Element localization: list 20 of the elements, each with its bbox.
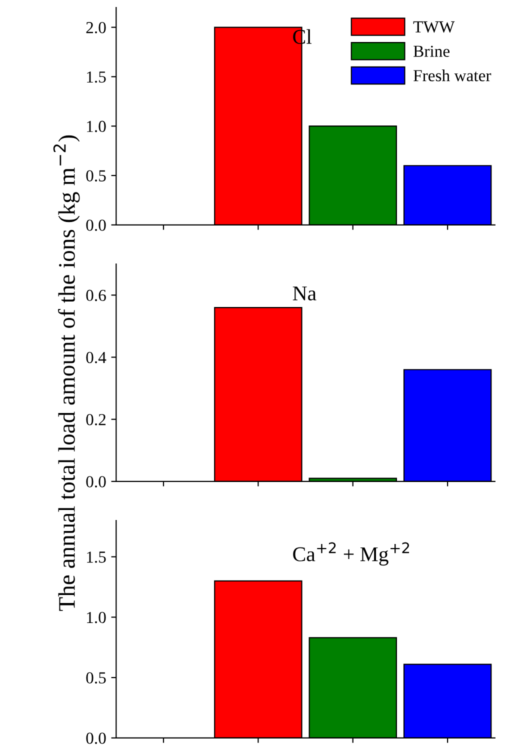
annotation: Na <box>292 286 316 300</box>
annotation: Cl <box>293 29 312 44</box>
y-tick-label: 0.6 <box>86 290 106 302</box>
y-tick-label: 1.0 <box>87 120 106 132</box>
y-axis-title: The annual total load amount of the ions (kg m$^{−2}$) <box>53 135 80 611</box>
y-tick-label: 0.4 <box>86 352 106 364</box>
legend-label: Fresh water <box>414 70 492 82</box>
legend-label: Brine <box>414 46 450 57</box>
y-tick-label: 0.5 <box>86 672 106 684</box>
y-tick-label: 0.2 <box>86 414 106 426</box>
legend-label: TWW <box>413 21 455 33</box>
y-tick-label: 2.0 <box>86 22 106 34</box>
y-tick-label: 0.0 <box>86 732 106 744</box>
y-tick-label: 0.5 <box>86 170 106 182</box>
y-tick-label: 0.0 <box>86 220 106 231</box>
y-tick-label: 1.0 <box>87 612 106 624</box>
y-tick-label: 1.5 <box>87 71 106 83</box>
y-tick-label: 0.0 <box>86 476 106 488</box>
y-tick-label: 1.5 <box>87 552 106 563</box>
annotation: Ca$^{+2}$ + Mg$^{+2}$ <box>293 542 410 566</box>
